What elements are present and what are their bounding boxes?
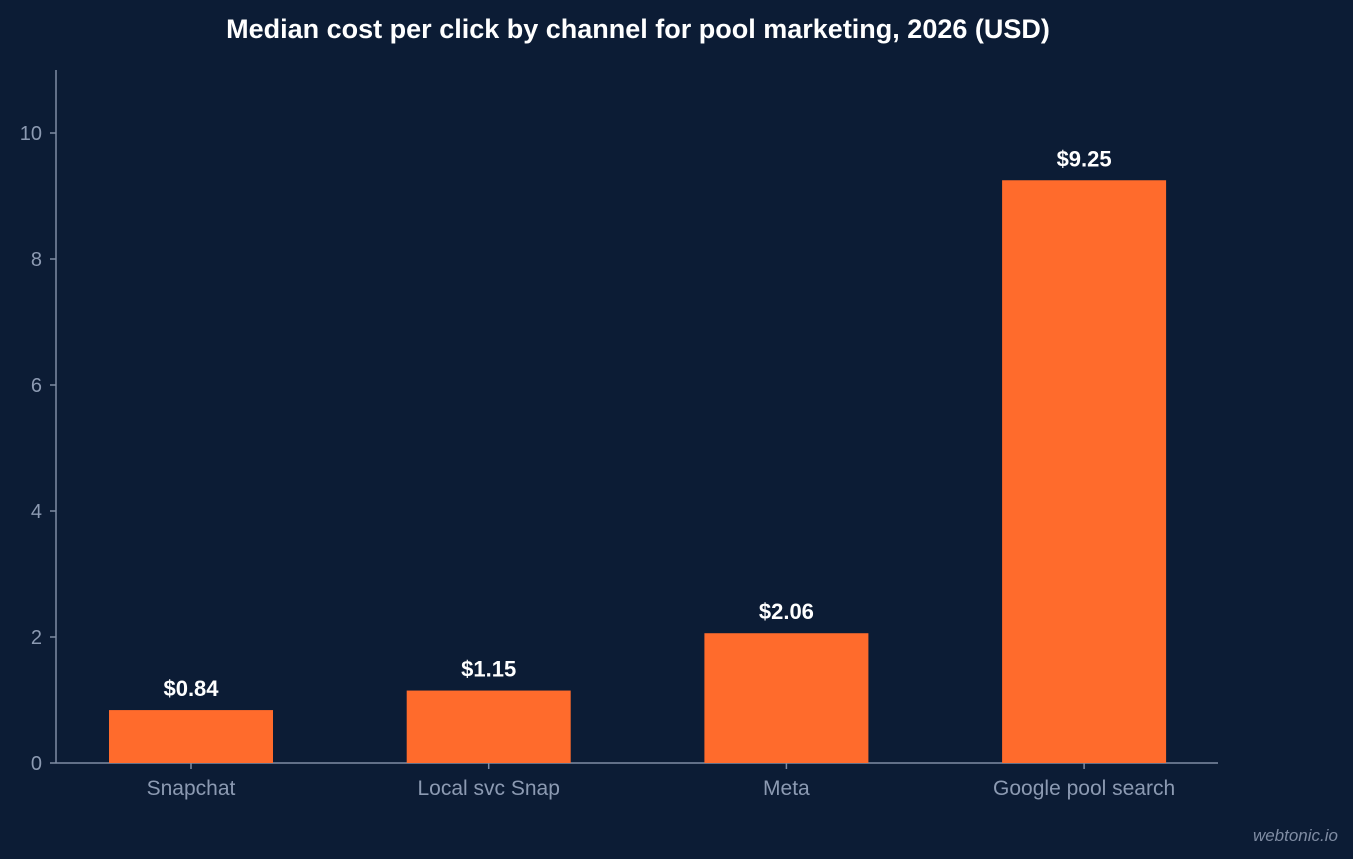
y-tick-label: 4 bbox=[31, 501, 42, 523]
x-axis-labels: Snapchat Local svc Snap Meta Google pool se… bbox=[147, 763, 1175, 800]
y-tick-label: 0 bbox=[31, 753, 42, 775]
x-category-label: Google pool search bbox=[993, 777, 1175, 800]
watermark: webtonic.io bbox=[1253, 826, 1338, 845]
bars bbox=[109, 180, 1167, 763]
x-category-label: Snapchat bbox=[147, 777, 236, 800]
value-labels: $0.84 $1.15 $2.06 $9.25 bbox=[163, 146, 1111, 701]
x-category-label: Local svc Snap bbox=[417, 777, 559, 800]
bar-value-label: $9.25 bbox=[1057, 146, 1112, 171]
chart-title: Median cost per click by channel for poo… bbox=[226, 14, 1050, 44]
bar-snapchat bbox=[109, 710, 273, 763]
y-tick-label: 8 bbox=[31, 249, 42, 271]
bar-value-label: $1.15 bbox=[461, 657, 516, 682]
bar-google-pool-search bbox=[1002, 180, 1167, 763]
y-tick-label: 2 bbox=[31, 627, 42, 649]
y-axis-ticks: 0 2 4 6 8 10 bbox=[20, 123, 56, 775]
y-tick-label: 10 bbox=[20, 123, 42, 145]
bar-value-label: $2.06 bbox=[759, 599, 814, 624]
x-category-label: Meta bbox=[763, 777, 810, 800]
y-tick-label: 6 bbox=[31, 375, 42, 397]
bar-local-svc-snap bbox=[406, 690, 571, 763]
bar-meta bbox=[704, 633, 869, 763]
bar-value-label: $0.84 bbox=[163, 676, 219, 701]
